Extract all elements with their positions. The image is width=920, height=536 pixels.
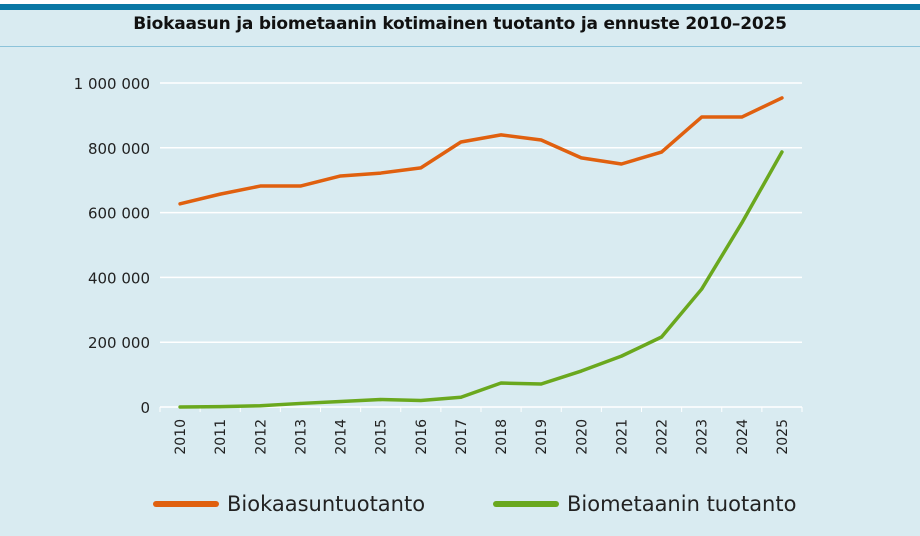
legend-item-biometaani: Biometaanin tuotanto <box>493 492 796 516</box>
x-tick-label: 2020 <box>574 419 590 455</box>
legend-swatch-biokaasu <box>153 501 219 507</box>
y-tick-label: 0 <box>140 399 150 417</box>
x-tick-label: 2013 <box>293 419 309 455</box>
legend-item-biokaasu: Biokaasuntuotanto <box>153 492 425 516</box>
title-divider <box>0 46 920 47</box>
data-point <box>619 162 623 166</box>
data-point <box>660 335 664 339</box>
y-tick-label: 400 000 <box>88 269 150 287</box>
data-point <box>419 166 423 170</box>
data-point <box>218 405 222 409</box>
data-point <box>579 156 583 160</box>
chart-title: Biokaasun ja biometaanin kotimainen tuot… <box>133 14 787 34</box>
x-tick-label: 2022 <box>655 419 671 455</box>
data-point <box>740 115 744 119</box>
data-point <box>178 202 182 206</box>
data-point <box>459 395 463 399</box>
data-point <box>258 184 262 188</box>
x-tick-label: 2025 <box>775 419 791 455</box>
data-point <box>700 115 704 119</box>
series-line-biometaani <box>178 150 784 409</box>
data-point <box>740 221 744 225</box>
x-tick-label: 2014 <box>334 419 350 455</box>
x-tick-label: 2018 <box>494 419 510 455</box>
data-point <box>780 96 784 100</box>
data-point <box>619 354 623 358</box>
data-point <box>419 399 423 403</box>
data-point <box>499 381 503 385</box>
x-tick-label: 2015 <box>374 419 390 455</box>
x-tick-label: 2019 <box>534 419 550 455</box>
data-point <box>298 401 302 405</box>
series-line-biokaasu <box>178 96 784 206</box>
data-point <box>258 404 262 408</box>
data-point <box>379 398 383 402</box>
data-point <box>499 133 503 137</box>
data-point <box>459 140 463 144</box>
x-tick-label: 2011 <box>213 419 229 455</box>
legend-label: Biokaasuntuotanto <box>227 492 426 516</box>
y-tick-label: 200 000 <box>88 334 150 352</box>
data-point <box>339 174 343 178</box>
x-tick-label: 2023 <box>695 419 711 455</box>
legend-label: Biometaanin tuotanto <box>567 492 797 516</box>
data-point <box>660 150 664 154</box>
data-point <box>700 287 704 291</box>
x-tick-label: 2017 <box>454 419 470 455</box>
top-accent-bar <box>0 4 920 10</box>
x-tick-label: 2021 <box>614 419 630 455</box>
data-point <box>298 184 302 188</box>
data-point <box>379 171 383 175</box>
y-tick-label: 600 000 <box>88 205 150 223</box>
x-tick-label: 2024 <box>735 419 751 455</box>
top-border <box>0 0 920 4</box>
x-tick-label: 2016 <box>414 419 430 455</box>
x-tick-label: 2010 <box>173 419 189 455</box>
y-tick-label: 1 000 000 <box>74 75 150 93</box>
x-tick-label: 2012 <box>253 419 269 455</box>
data-point <box>780 150 784 154</box>
data-point <box>178 405 182 409</box>
data-point <box>339 399 343 403</box>
data-point <box>539 138 543 142</box>
y-tick-label: 800 000 <box>88 140 150 158</box>
data-point <box>579 369 583 373</box>
legend-swatch-biometaani <box>493 501 559 507</box>
data-point <box>218 192 222 196</box>
data-point <box>539 382 543 386</box>
